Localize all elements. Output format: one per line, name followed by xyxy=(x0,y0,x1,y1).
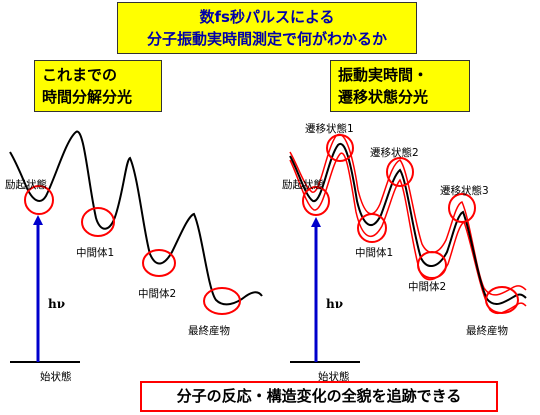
left-label-excited: 励起状態 xyxy=(5,178,47,191)
left-label-intermediate2: 中間体2 xyxy=(138,287,176,300)
title-line2: 分子振動実時間測定で何がわかるか xyxy=(146,30,387,48)
right-energy-curve xyxy=(289,142,527,306)
left-circle-excited xyxy=(24,185,54,215)
right-heading-line2: 遷移状態分光 xyxy=(338,88,429,106)
right-circle-transition3 xyxy=(448,193,476,223)
right-label-hv: hν xyxy=(326,297,343,311)
right-label-transition3: 遷移状態3 xyxy=(440,184,489,197)
right-envelope-upper xyxy=(289,133,527,296)
right-circle-intermediate2 xyxy=(417,251,447,279)
right-label-transition1: 遷移状態1 xyxy=(305,122,354,135)
left-diagram: 励起状態 中間体1 中間体2 最終産物 hν 始状態 xyxy=(5,130,263,383)
right-diagram: 励起状態 遷移状態1 遷移状態2 遷移状態3 中間体1 中間体2 最終産物 hν… xyxy=(282,122,527,383)
left-energy-curve xyxy=(9,130,263,306)
right-heading-line1: 振動実時間・ xyxy=(338,66,429,84)
title-box: 数fs秒パルスによる 分子振動実時間測定で何がわかるか xyxy=(117,2,417,54)
conclusion-text: 分子の反応・構造変化の全貌を追跡できる xyxy=(176,387,462,405)
left-heading-line1: これまでの xyxy=(42,66,118,84)
right-label-initial: 始状態 xyxy=(318,370,350,383)
left-circle-final xyxy=(203,287,241,315)
right-label-excited: 励起状態 xyxy=(282,178,324,191)
right-circle-excited xyxy=(302,186,330,216)
left-circle-intermediate2 xyxy=(142,249,176,277)
right-label-transition2: 遷移状態2 xyxy=(370,146,419,159)
right-circle-transition2 xyxy=(386,157,414,187)
right-circle-intermediate1 xyxy=(357,213,387,243)
right-label-intermediate2: 中間体2 xyxy=(408,280,446,293)
right-envelope-lower xyxy=(289,152,527,315)
left-circle-intermediate1 xyxy=(81,207,115,237)
right-label-final: 最終産物 xyxy=(466,324,508,337)
left-heading-line2: 時間分解分光 xyxy=(42,88,133,106)
right-heading-box: 振動実時間・ 遷移状態分光 xyxy=(330,60,470,112)
left-heading-box: これまでの 時間分解分光 xyxy=(34,60,162,112)
left-label-final: 最終産物 xyxy=(188,324,230,337)
conclusion-box: 分子の反応・構造変化の全貌を追跡できる xyxy=(140,381,498,412)
right-label-intermediate1: 中間体1 xyxy=(355,246,393,259)
left-label-intermediate1: 中間体1 xyxy=(76,246,114,259)
right-circle-transition1 xyxy=(326,134,354,162)
right-circle-final xyxy=(485,286,519,314)
title-line1: 数fs秒パルスによる xyxy=(199,8,335,26)
left-label-hv: hν xyxy=(48,297,65,311)
left-label-initial: 始状態 xyxy=(40,370,72,383)
